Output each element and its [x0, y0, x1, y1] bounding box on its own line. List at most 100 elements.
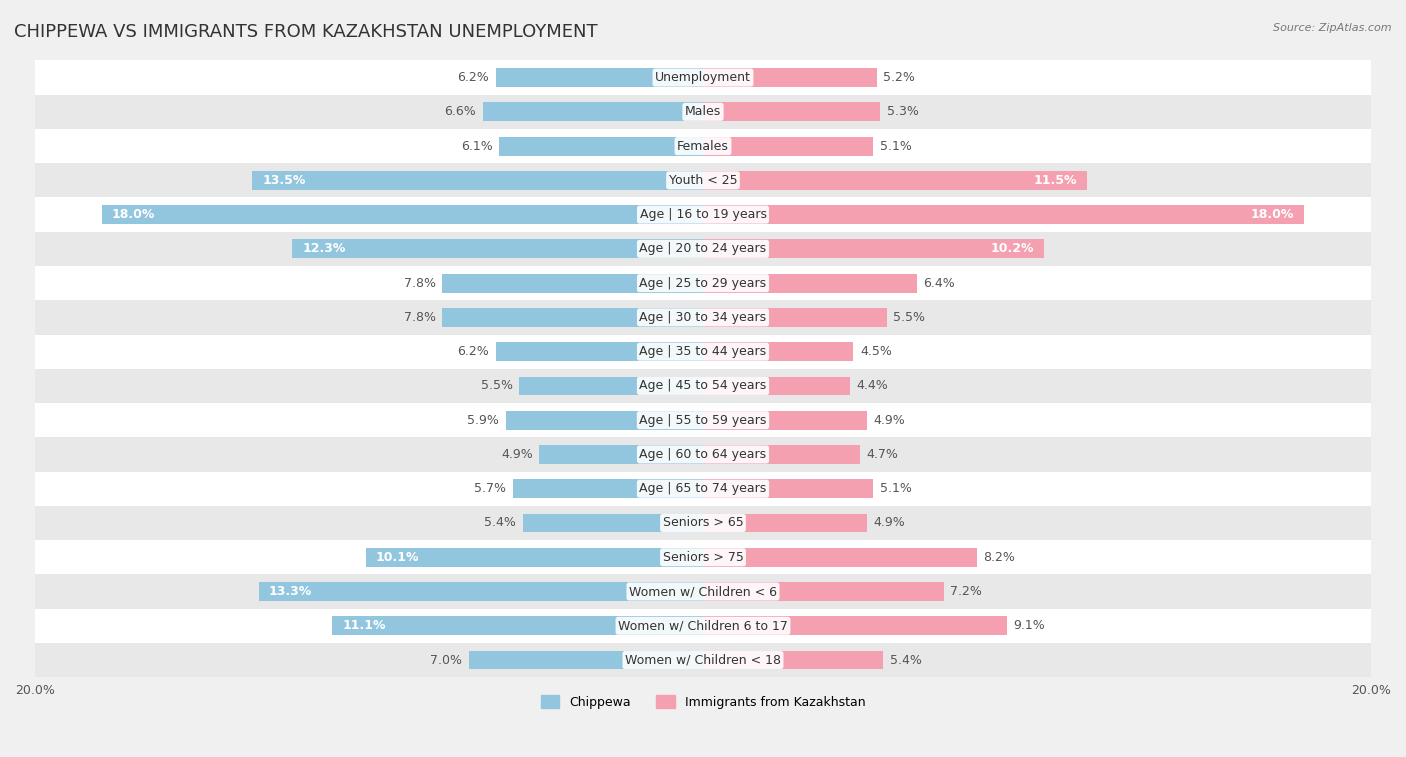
Text: 4.9%: 4.9% [501, 448, 533, 461]
Bar [35, 472, 1371, 506]
Bar [523, 513, 703, 532]
Bar [482, 102, 703, 121]
Bar [703, 582, 943, 601]
Bar [506, 411, 703, 430]
Text: Age | 16 to 19 years: Age | 16 to 19 years [640, 208, 766, 221]
Bar [35, 266, 1371, 301]
Bar [101, 205, 703, 224]
Text: 9.1%: 9.1% [1014, 619, 1046, 632]
Bar [252, 171, 703, 190]
Bar [366, 548, 703, 567]
Bar [703, 171, 1087, 190]
Bar [35, 95, 1371, 129]
Text: Women w/ Children < 6: Women w/ Children < 6 [628, 585, 778, 598]
Text: Women w/ Children < 18: Women w/ Children < 18 [626, 653, 780, 666]
Bar [703, 376, 851, 395]
Bar [703, 513, 866, 532]
Bar [35, 369, 1371, 403]
Bar [292, 239, 703, 258]
Bar [519, 376, 703, 395]
Text: 7.8%: 7.8% [404, 276, 436, 290]
Text: 18.0%: 18.0% [111, 208, 155, 221]
Bar [703, 479, 873, 498]
Text: 5.1%: 5.1% [880, 139, 912, 153]
Text: 5.2%: 5.2% [883, 71, 915, 84]
Text: 4.9%: 4.9% [873, 413, 905, 427]
Bar [35, 301, 1371, 335]
Text: Age | 30 to 34 years: Age | 30 to 34 years [640, 311, 766, 324]
Text: Age | 45 to 54 years: Age | 45 to 54 years [640, 379, 766, 392]
Text: 13.5%: 13.5% [262, 174, 305, 187]
Text: Males: Males [685, 105, 721, 118]
Text: 5.9%: 5.9% [467, 413, 499, 427]
Text: 5.7%: 5.7% [474, 482, 506, 495]
Bar [259, 582, 703, 601]
Text: CHIPPEWA VS IMMIGRANTS FROM KAZAKHSTAN UNEMPLOYMENT: CHIPPEWA VS IMMIGRANTS FROM KAZAKHSTAN U… [14, 23, 598, 41]
Bar [35, 61, 1371, 95]
Bar [703, 205, 1305, 224]
Text: 5.5%: 5.5% [893, 311, 925, 324]
Bar [35, 438, 1371, 472]
Bar [703, 342, 853, 361]
Text: Age | 60 to 64 years: Age | 60 to 64 years [640, 448, 766, 461]
Bar [703, 411, 866, 430]
Text: Age | 35 to 44 years: Age | 35 to 44 years [640, 345, 766, 358]
Bar [496, 68, 703, 87]
Text: 5.3%: 5.3% [887, 105, 918, 118]
Text: 5.4%: 5.4% [890, 653, 922, 666]
Bar [499, 137, 703, 155]
Text: 4.4%: 4.4% [856, 379, 889, 392]
Text: Age | 65 to 74 years: Age | 65 to 74 years [640, 482, 766, 495]
Bar [35, 575, 1371, 609]
Bar [703, 616, 1007, 635]
Bar [332, 616, 703, 635]
Bar [35, 129, 1371, 164]
Bar [443, 274, 703, 292]
Bar [703, 239, 1043, 258]
Bar [35, 643, 1371, 678]
Text: Age | 25 to 29 years: Age | 25 to 29 years [640, 276, 766, 290]
Bar [703, 650, 883, 669]
Text: Seniors > 65: Seniors > 65 [662, 516, 744, 529]
Text: Age | 55 to 59 years: Age | 55 to 59 years [640, 413, 766, 427]
Text: 4.5%: 4.5% [860, 345, 891, 358]
Bar [443, 308, 703, 327]
Bar [35, 540, 1371, 575]
Text: 5.4%: 5.4% [484, 516, 516, 529]
Bar [540, 445, 703, 464]
Text: Seniors > 75: Seniors > 75 [662, 551, 744, 564]
Text: 10.1%: 10.1% [375, 551, 419, 564]
Text: Females: Females [678, 139, 728, 153]
Text: 7.2%: 7.2% [950, 585, 981, 598]
Text: 6.4%: 6.4% [924, 276, 955, 290]
Bar [703, 68, 877, 87]
Text: 12.3%: 12.3% [302, 242, 346, 255]
Text: 7.0%: 7.0% [430, 653, 463, 666]
Text: 18.0%: 18.0% [1251, 208, 1295, 221]
Bar [703, 274, 917, 292]
Text: Age | 20 to 24 years: Age | 20 to 24 years [640, 242, 766, 255]
Text: 10.2%: 10.2% [990, 242, 1033, 255]
Text: Source: ZipAtlas.com: Source: ZipAtlas.com [1274, 23, 1392, 33]
Bar [513, 479, 703, 498]
Bar [35, 335, 1371, 369]
Bar [703, 102, 880, 121]
Bar [703, 548, 977, 567]
Text: 7.8%: 7.8% [404, 311, 436, 324]
Text: 11.1%: 11.1% [342, 619, 385, 632]
Bar [35, 232, 1371, 266]
Text: Unemployment: Unemployment [655, 71, 751, 84]
Text: 6.2%: 6.2% [457, 345, 489, 358]
Text: 11.5%: 11.5% [1033, 174, 1077, 187]
Legend: Chippewa, Immigrants from Kazakhstan: Chippewa, Immigrants from Kazakhstan [536, 690, 870, 714]
Bar [703, 308, 887, 327]
Bar [470, 650, 703, 669]
Text: 5.1%: 5.1% [880, 482, 912, 495]
Text: 5.5%: 5.5% [481, 379, 513, 392]
Bar [35, 198, 1371, 232]
Text: 13.3%: 13.3% [269, 585, 312, 598]
Bar [35, 164, 1371, 198]
Text: Women w/ Children 6 to 17: Women w/ Children 6 to 17 [619, 619, 787, 632]
Text: Youth < 25: Youth < 25 [669, 174, 737, 187]
Text: 4.9%: 4.9% [873, 516, 905, 529]
